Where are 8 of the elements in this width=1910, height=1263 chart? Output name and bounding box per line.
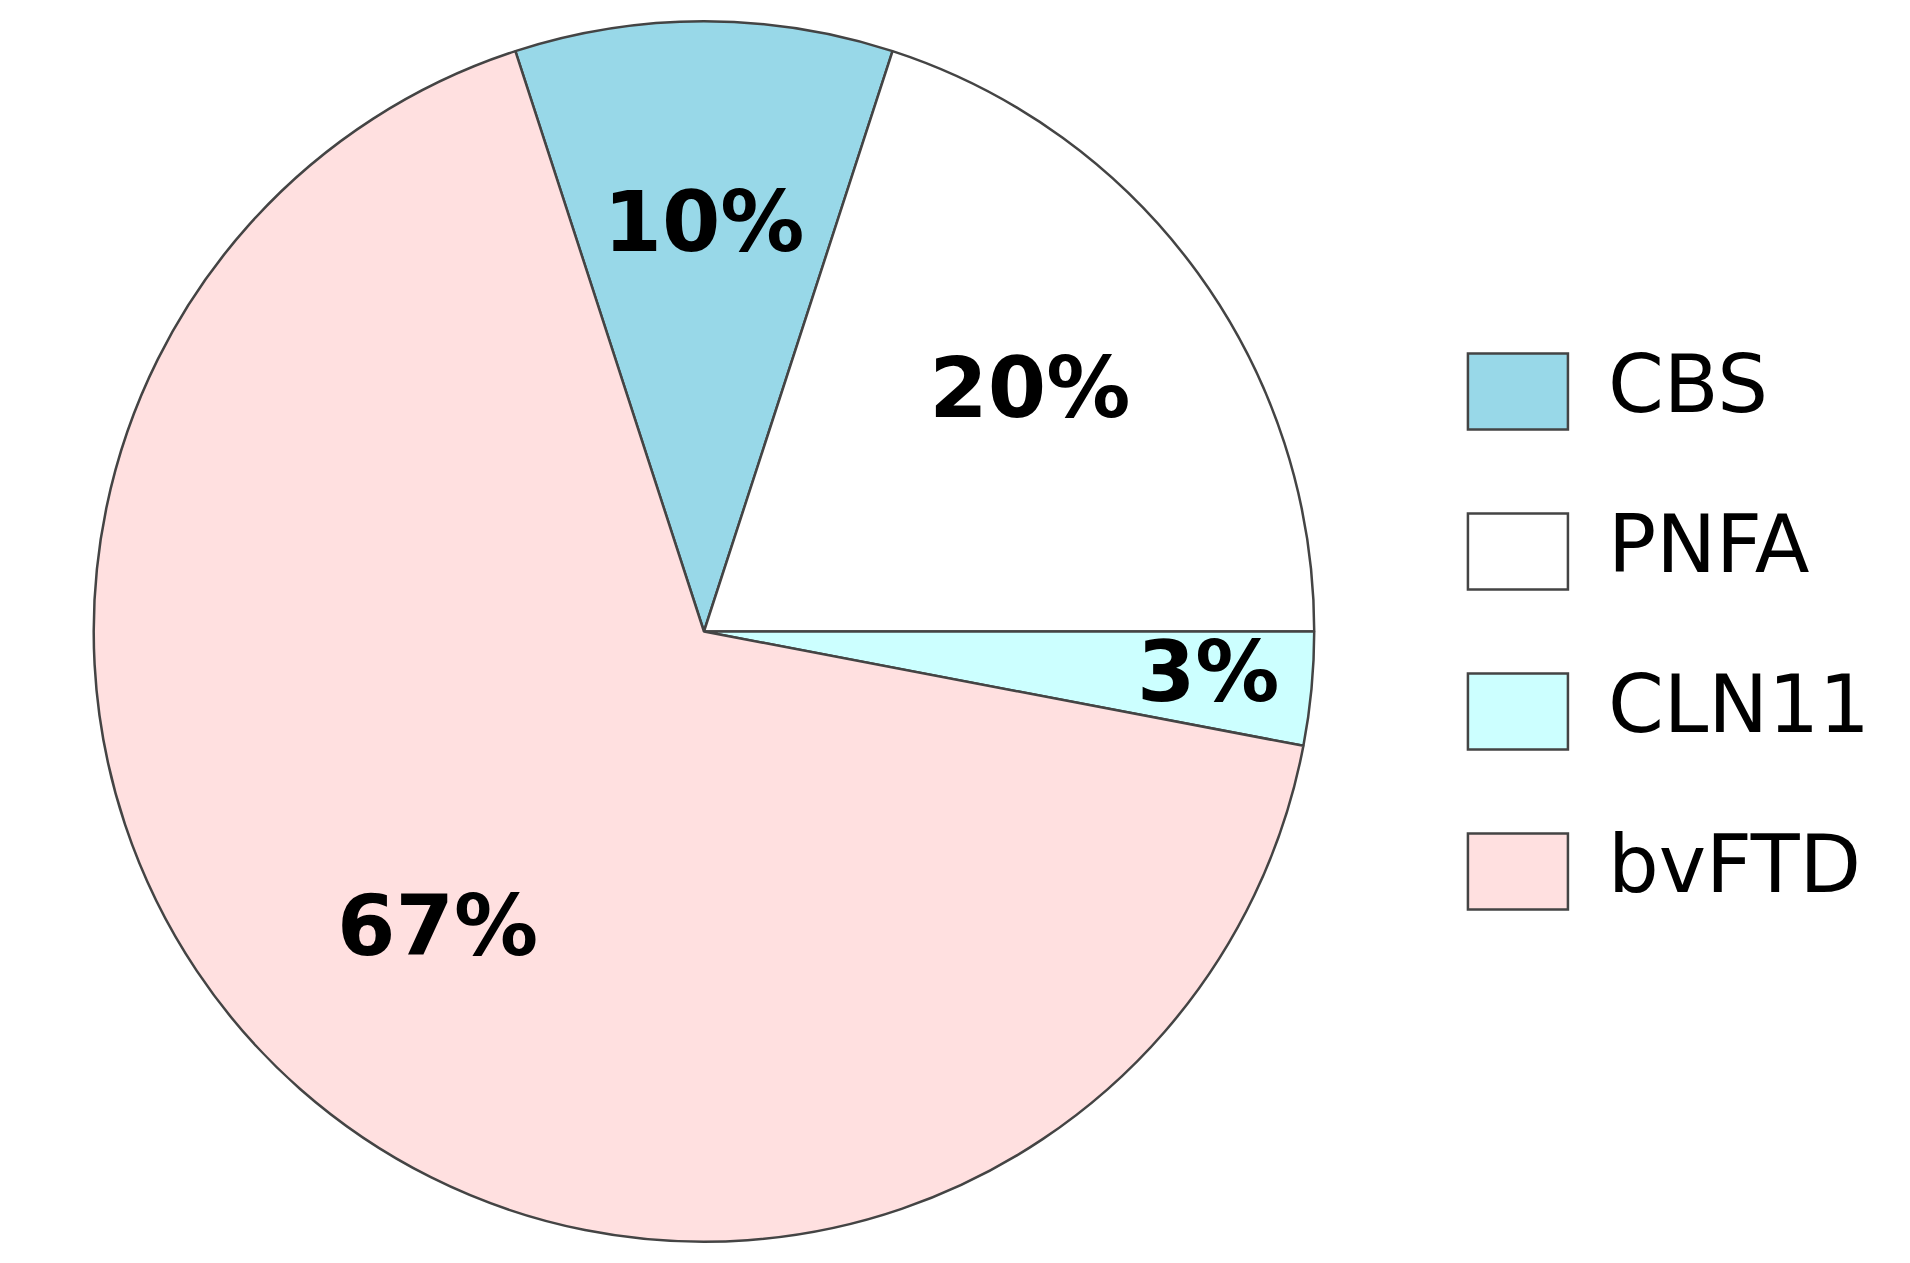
legend-label: bvFTD: [1607, 818, 1862, 912]
data-label: 67%: [337, 877, 539, 976]
legend-label: CBS: [1607, 338, 1769, 432]
legend-label: CLN11: [1607, 658, 1871, 752]
data-label: 20%: [929, 338, 1131, 437]
data-label: 3%: [1136, 622, 1280, 721]
legend-label: PNFA: [1607, 498, 1810, 592]
data-label: 10%: [603, 172, 805, 271]
